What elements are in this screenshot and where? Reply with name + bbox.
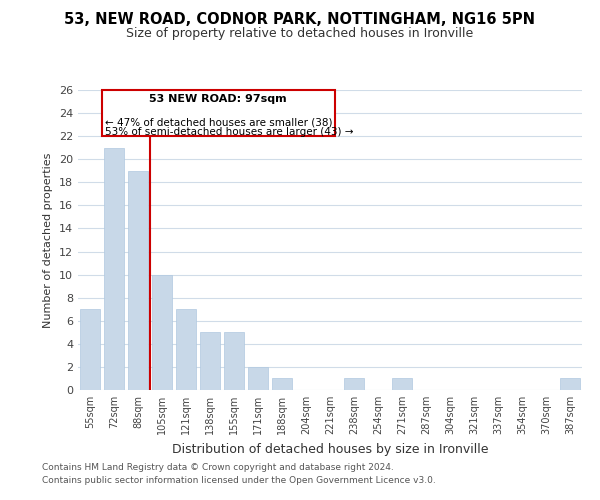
Bar [272, 378, 292, 390]
Bar [224, 332, 244, 390]
Bar [152, 274, 172, 390]
Bar [344, 378, 364, 390]
X-axis label: Distribution of detached houses by size in Ironville: Distribution of detached houses by size … [172, 442, 488, 456]
Bar [80, 309, 100, 390]
Bar [128, 171, 148, 390]
Text: Size of property relative to detached houses in Ironville: Size of property relative to detached ho… [127, 28, 473, 40]
Bar [560, 378, 580, 390]
Bar [200, 332, 220, 390]
FancyBboxPatch shape [101, 90, 335, 136]
Text: Contains HM Land Registry data © Crown copyright and database right 2024.: Contains HM Land Registry data © Crown c… [42, 464, 394, 472]
Bar [248, 367, 268, 390]
Text: ← 47% of detached houses are smaller (38): ← 47% of detached houses are smaller (38… [105, 118, 332, 128]
Text: 53% of semi-detached houses are larger (43) →: 53% of semi-detached houses are larger (… [105, 127, 353, 137]
Y-axis label: Number of detached properties: Number of detached properties [43, 152, 53, 328]
Text: 53 NEW ROAD: 97sqm: 53 NEW ROAD: 97sqm [149, 94, 287, 104]
Text: 53, NEW ROAD, CODNOR PARK, NOTTINGHAM, NG16 5PN: 53, NEW ROAD, CODNOR PARK, NOTTINGHAM, N… [65, 12, 536, 28]
Bar [176, 309, 196, 390]
Text: Contains public sector information licensed under the Open Government Licence v3: Contains public sector information licen… [42, 476, 436, 485]
Bar [392, 378, 412, 390]
Bar [104, 148, 124, 390]
